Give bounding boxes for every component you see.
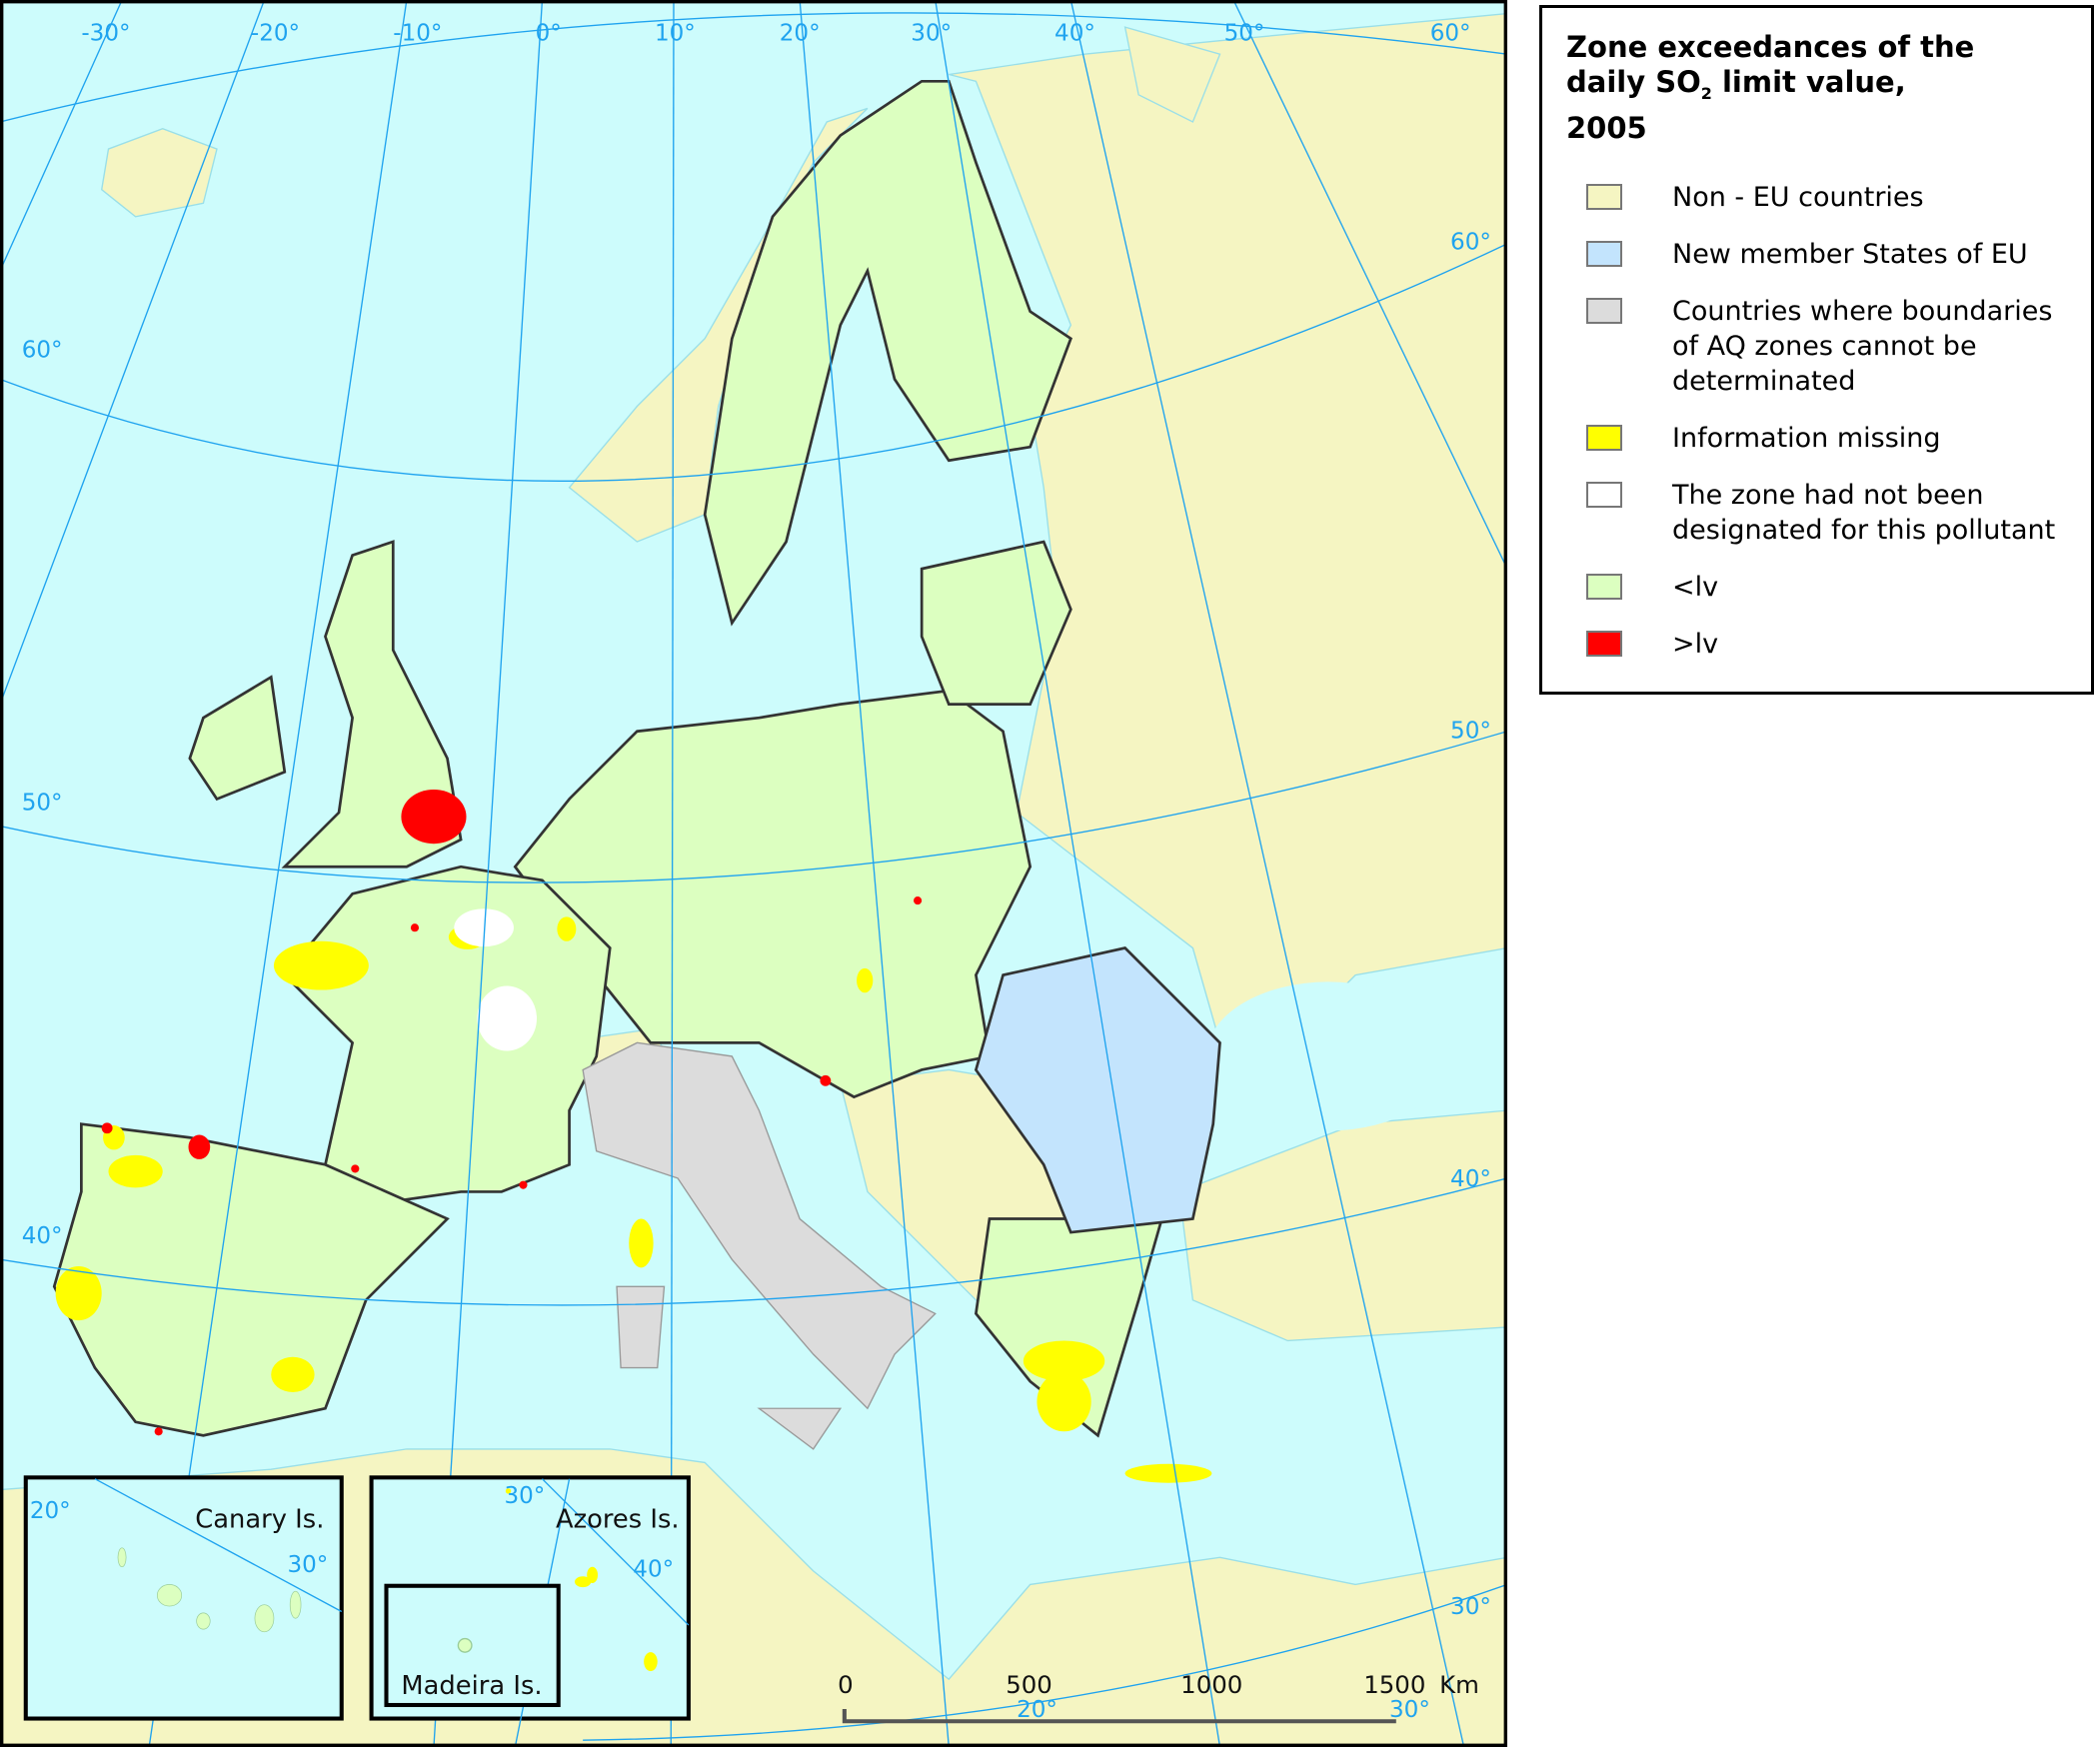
scale-tick: 1000	[1180, 1670, 1242, 1699]
inset-grid-label: 20°	[30, 1498, 71, 1524]
legend-label: New member States of EU	[1672, 238, 2028, 270]
information-missing-zones	[55, 916, 1212, 1483]
legend-swatch	[1586, 573, 1622, 600]
scale-tick: 1500	[1363, 1670, 1425, 1699]
legend-swatch	[1586, 630, 1622, 657]
lon-label: 60°	[1430, 21, 1471, 47]
legend-item-above-lv: >lv	[1566, 627, 2071, 662]
scale-unit: Km	[1439, 1670, 1479, 1699]
legend-item-not-designated: The zone had not been designated for thi…	[1566, 478, 2071, 548]
legend-title: Zone exceedances of the daily SO2 limit …	[1566, 30, 2071, 146]
legend-items: Non - EU countries New member States of …	[1566, 180, 2071, 662]
legend-label: >lv	[1672, 628, 1719, 660]
latitude-labels: 60° 50° 40° 60° 50° 40° 30°	[22, 229, 1491, 1620]
lon-label: -30°	[81, 21, 130, 47]
graticule	[0, 0, 1507, 1747]
lon-label: 50°	[1224, 21, 1265, 47]
lat-label: 50°	[1450, 719, 1491, 745]
lon-label: 10°	[655, 21, 696, 47]
not-designated-zones	[454, 908, 538, 1051]
inset-grid-label: 30°	[287, 1552, 328, 1578]
lat-label: 40°	[1450, 1166, 1491, 1192]
legend-item-below-lv: <lv	[1566, 570, 2071, 605]
scale-grid-label: 20°	[1017, 1697, 1057, 1723]
black-sea	[1205, 981, 1451, 1131]
scale-bar: 0 500 1000 1500 Km 20° 30°	[838, 1670, 1479, 1724]
inset-label: Azores Is.	[556, 1504, 680, 1534]
legend-label: Information missing	[1672, 422, 1941, 454]
inset-label: Canary Is.	[195, 1504, 324, 1534]
legend-item-undetermined: Countries where boundaries of AQ zones c…	[1566, 294, 2071, 399]
legend-title-line: limit value,	[1711, 65, 1906, 99]
lat-label: 30°	[1450, 1594, 1491, 1620]
lat-label: 60°	[22, 338, 63, 364]
legend-title-subscript: 2	[1700, 83, 1712, 103]
legend-item-new-member: New member States of EU	[1566, 237, 2071, 272]
legend-swatch	[1586, 481, 1622, 508]
exceedance-zones	[101, 789, 923, 1436]
scale-tick: 500	[1006, 1670, 1052, 1699]
legend-swatch	[1586, 424, 1622, 451]
longitude-labels: -30° -20° -10° 0° 10° 20° 30° 40° 50° 60…	[81, 21, 1470, 47]
new-member-states	[974, 946, 1221, 1234]
lon-label: 40°	[1054, 21, 1095, 47]
lon-label: 0°	[536, 21, 562, 47]
inset-grid-label: 30°	[504, 1483, 545, 1509]
legend-label: Countries where boundaries of AQ zones c…	[1672, 295, 2053, 397]
legend-label: The zone had not been designated for thi…	[1672, 479, 2056, 546]
scale-tick: 0	[838, 1670, 854, 1699]
legend-swatch	[1586, 297, 1622, 324]
legend-item-non-eu: Non - EU countries	[1566, 180, 2071, 215]
lat-label: 40°	[22, 1223, 63, 1249]
italy-undetermined	[582, 1041, 937, 1450]
legend-title-line: 2005	[1566, 110, 1647, 145]
lon-label: 20°	[780, 21, 821, 47]
legend: Zone exceedances of the daily SO2 limit …	[1539, 5, 2094, 695]
lat-label: 60°	[1450, 229, 1491, 255]
legend-swatch	[1586, 240, 1622, 267]
legend-label: <lv	[1672, 571, 1719, 603]
inset-label: Madeira Is.	[401, 1671, 542, 1701]
lon-label: -20°	[251, 21, 300, 47]
inset-madeira: Madeira Is.	[384, 1583, 561, 1708]
legend-title-line: Zone exceedances of the	[1566, 30, 1975, 64]
europe-map: -30° -20° -10° 0° 10° 20° 30° 40° 50° 60…	[0, 0, 1507, 1747]
legend-item-info-missing: Information missing	[1566, 421, 2071, 456]
legend-title-line: daily SO	[1566, 65, 1701, 99]
inset-grid-label: 40°	[633, 1556, 674, 1582]
lon-label: 30°	[911, 21, 952, 47]
scale-grid-label: 30°	[1389, 1697, 1430, 1723]
lat-label: 50°	[22, 790, 63, 816]
inset-canary: Canary Is. 20° 30°	[23, 1475, 344, 1721]
legend-swatch	[1586, 183, 1622, 210]
eu-below-limit	[52, 79, 1168, 1438]
legend-label: Non - EU countries	[1672, 181, 1924, 213]
lon-label: -10°	[393, 21, 442, 47]
